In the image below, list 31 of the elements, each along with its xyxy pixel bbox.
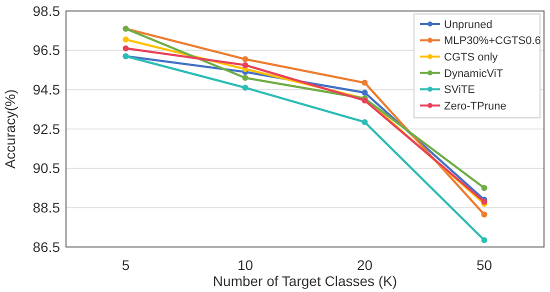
- point: [362, 90, 368, 96]
- point: [122, 45, 129, 52]
- y-tick-label: 98.5: [32, 2, 60, 19]
- legend-label: CGTS only: [444, 51, 498, 64]
- y-tick-label: 96.5: [32, 42, 60, 58]
- point: [242, 84, 248, 91]
- y-tick-label: 86.5: [32, 238, 60, 255]
- legend-label: Unpruned: [444, 18, 492, 31]
- legend-label: DynamicViT: [444, 68, 504, 80]
- point: [122, 36, 129, 43]
- point: [362, 119, 368, 126]
- x-tick-label: 10: [237, 257, 254, 273]
- y-tick-label: 88.5: [32, 200, 60, 216]
- point: [242, 74, 248, 81]
- y-tick-label: 90.5: [32, 160, 60, 176]
- point: [481, 185, 488, 191]
- legend-label: SViTE: [444, 84, 475, 96]
- y-tick-label: 94.5: [32, 82, 60, 98]
- x-tick-label: 50: [476, 257, 492, 273]
- point: [481, 237, 488, 244]
- point: [242, 56, 248, 62]
- point: [362, 80, 368, 86]
- y-axis-title: Accuracy(%): [2, 89, 18, 169]
- y-tick-label: 92.5: [32, 120, 60, 137]
- point: [242, 62, 248, 68]
- legend-label: Zero-TPrune: [444, 100, 506, 112]
- x-tick-label: 20: [356, 257, 373, 273]
- legend-label: MLP30%+CGTS0.6: [444, 35, 541, 48]
- point: [481, 212, 488, 218]
- x-tick-label: 5: [122, 257, 130, 273]
- x-axis-title: Number of Target Classes (K): [212, 273, 398, 289]
